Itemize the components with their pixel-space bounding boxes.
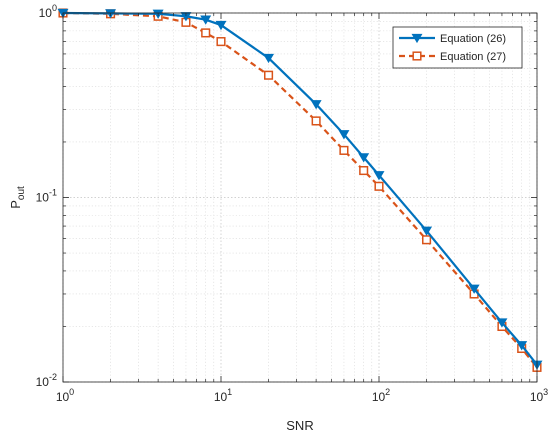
series-1-point [338,130,350,140]
series-1-point [373,171,385,181]
y-tick-label-exponent: 0 [52,3,57,13]
series-2-point [422,235,432,245]
series-2-point [201,28,211,38]
x-tick-label-exponent: 2 [385,387,390,397]
y-tick-label-base: 10 [36,375,50,389]
y-axis-label: Pout [8,186,27,209]
x-tick-label-exponent: 3 [543,387,548,397]
x-tick-label: 103 [530,387,548,404]
y-tick-label-exponent: -2 [49,372,57,382]
series-2-point [216,37,226,47]
x-tick-label-base: 10 [214,390,228,404]
y-tick-label-base: 10 [36,191,50,205]
series-1 [57,8,543,370]
series-1-point [263,53,275,64]
series-1-point [421,226,433,236]
x-tick-label-base: 10 [372,390,386,404]
y-tick-label-exponent: -1 [49,188,57,198]
series-layer [57,8,543,372]
tick-marks [62,12,538,383]
series-2-point [359,165,369,176]
grid-lines [62,12,538,383]
legend-label-1: Equation (26) [440,33,506,45]
series-1-point [468,284,480,294]
y-tick-label: 10-1 [36,188,57,205]
series-2-point [374,181,384,191]
legend-label-2: Equation (27) [440,51,506,63]
series-1-point [516,341,528,351]
x-tick-label: 101 [214,387,232,404]
legend-marker-1 [411,33,423,44]
y-tick-label: 100 [39,3,57,20]
series-1-point [200,15,212,25]
x-tick-label-exponent: 0 [69,387,74,397]
y-axis-label-subscript: out [16,186,27,200]
x-tick-label-exponent: 1 [227,387,232,397]
series-1-point [358,153,370,163]
x-tick-label-base: 10 [56,390,70,404]
series-2-point [264,70,274,80]
series-2-point [339,145,349,155]
series-1-point [180,12,192,22]
x-axis-label: SNR [286,418,313,433]
legend: Equation (26) Equation (27) [392,26,523,69]
series-1-point [496,318,508,328]
x-tick-label: 102 [372,387,390,404]
y-axis-label-main: P [8,200,23,209]
x-tick-label-base: 10 [530,390,544,404]
x-tick-label: 100 [56,387,74,404]
plot-area [63,13,537,382]
series-1-point [215,20,227,31]
series-2-line [62,11,538,369]
legend-marker-2 [412,51,422,61]
y-tick-label: 10-2 [36,372,57,389]
series-1-line [62,11,538,366]
series-2-point [311,116,321,126]
series-1-point [310,100,322,110]
y-tick-label-base: 10 [39,6,53,20]
